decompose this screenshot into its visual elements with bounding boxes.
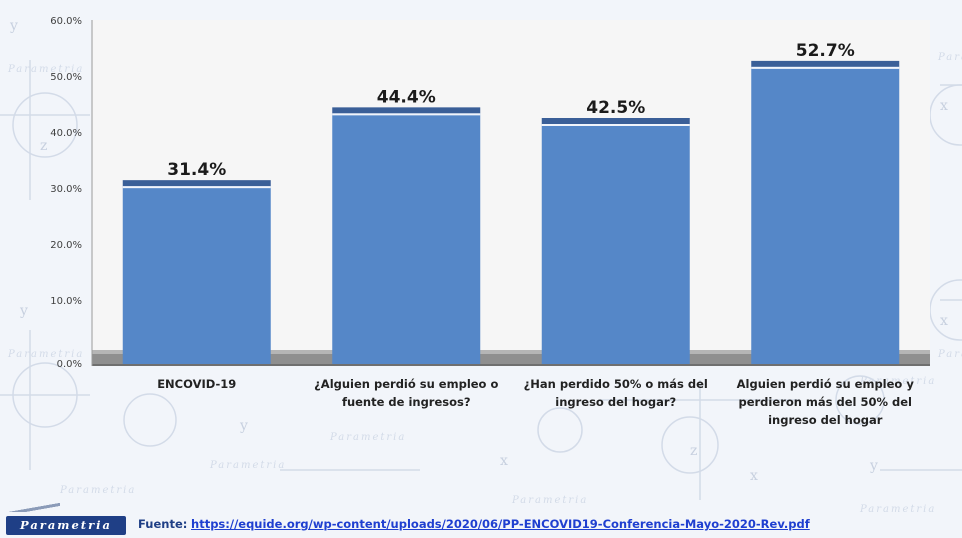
x-category-label: Alguien perdió su empleo y perdieron más … (737, 377, 915, 427)
x-category-label-line: Alguien perdió su empleo y (737, 377, 915, 391)
y-tick-label: 50.0% (50, 72, 82, 83)
watermark-glyph: y (19, 303, 28, 319)
bar-value-label: 52.7% (796, 41, 855, 61)
watermark-circle (661, 416, 719, 474)
source-line: Fuente: https://equide.org/wp-content/up… (138, 517, 810, 531)
bar (122, 186, 271, 364)
bar-cap-highlight (122, 186, 271, 189)
y-tick-label: 60.0% (50, 16, 82, 27)
watermark-glyph: z (40, 138, 47, 154)
y-tick-label: 20.0% (50, 240, 82, 251)
watermark-text: Parametria (7, 349, 84, 360)
x-category-label-line: ENCOVID-19 (157, 377, 236, 391)
x-category-label-line: ¿Alguien perdió su empleo o (314, 377, 498, 391)
parametria-logo: Parametria (6, 516, 126, 535)
source-label: Fuente: (138, 517, 188, 531)
watermark-glyph: z (690, 443, 697, 459)
x-category-label: ¿Alguien perdió su empleo o fuente de ing… (314, 377, 498, 409)
bar-cap-highlight (541, 124, 690, 126)
x-category-label-line: ingreso del hogar (768, 413, 883, 427)
watermark-glyph: x (940, 98, 948, 114)
logo-stripe (0, 502, 60, 512)
watermark-text: Parametria (511, 495, 588, 506)
bar (751, 66, 900, 364)
watermark-text: Parametria (209, 460, 286, 471)
y-tick-label: 40.0% (50, 128, 82, 139)
bar-group: 44.4% (332, 87, 481, 364)
bar (332, 113, 481, 364)
bar-value-label: 31.4% (167, 160, 226, 180)
watermark-circle (835, 375, 885, 425)
x-category-label-line: perdieron más del 50% del (738, 395, 912, 409)
watermark-circle (12, 92, 78, 158)
floor-highlight (92, 350, 930, 354)
source-link[interactable]: https://equide.org/wp-content/uploads/20… (191, 517, 810, 531)
watermark-text: Parametria (59, 485, 136, 496)
y-tick-label: 10.0% (50, 296, 82, 307)
watermark-text: Parametria (329, 432, 406, 443)
x-axis-labels: ENCOVID-19 ¿Alguien perdió su empleo o fue… (157, 377, 914, 427)
watermark-text: Parametria (937, 52, 962, 63)
y-axis: 0.0% 10.0% 20.0% 30.0% 40.0% 50.0% 60.0% (50, 16, 93, 370)
watermark-glyph: y (239, 418, 248, 434)
watermark-circle (537, 407, 583, 453)
bar-cap-highlight (751, 66, 900, 69)
bar (541, 124, 690, 364)
watermark-glyph: x (750, 468, 758, 484)
watermark-glyph: x (500, 453, 508, 469)
bar-group: 31.4% (122, 160, 271, 364)
watermark-text: Parametria (7, 64, 84, 75)
watermark-glyph: y (9, 18, 18, 34)
bar-cap (751, 60, 900, 67)
watermark-circle (123, 393, 177, 447)
bar-cap (332, 107, 481, 114)
bar-value-label: 44.4% (377, 87, 436, 107)
bar-group: 52.7% (751, 41, 900, 364)
x-category-label: ENCOVID-19 (157, 377, 236, 391)
y-tick-label: 30.0% (50, 184, 82, 195)
footer: Parametria Fuente: https://equide.org/wp… (0, 502, 962, 538)
watermark-text: Parametria (859, 504, 936, 515)
floor-edge (92, 364, 930, 366)
watermark-glyph: y (869, 458, 878, 474)
watermark-text: Parametria (859, 376, 936, 387)
x-category-label-line: fuente de ingresos? (342, 395, 471, 409)
watermark-text: Parametria (937, 349, 962, 360)
watermark-glyph: x (940, 313, 948, 329)
bar-value-label: 42.5% (586, 98, 645, 118)
bar-group: 42.5% (541, 98, 690, 364)
x-category-label-line: ingreso del hogar? (555, 395, 676, 409)
bars: 31.4% 44.4% 42.5% 52.7% (122, 41, 900, 364)
x-category-label-line: ¿Han perdido 50% o más del (524, 377, 708, 391)
chart-floor (92, 350, 930, 366)
logo-text: Parametria (20, 518, 112, 532)
x-category-label: ¿Han perdido 50% o más del ingreso del ho… (524, 377, 708, 409)
bar-cap-highlight (332, 113, 481, 116)
bar-cap (541, 118, 690, 124)
y-tick-label: 0.0% (57, 359, 82, 370)
bar-cap (122, 180, 271, 187)
